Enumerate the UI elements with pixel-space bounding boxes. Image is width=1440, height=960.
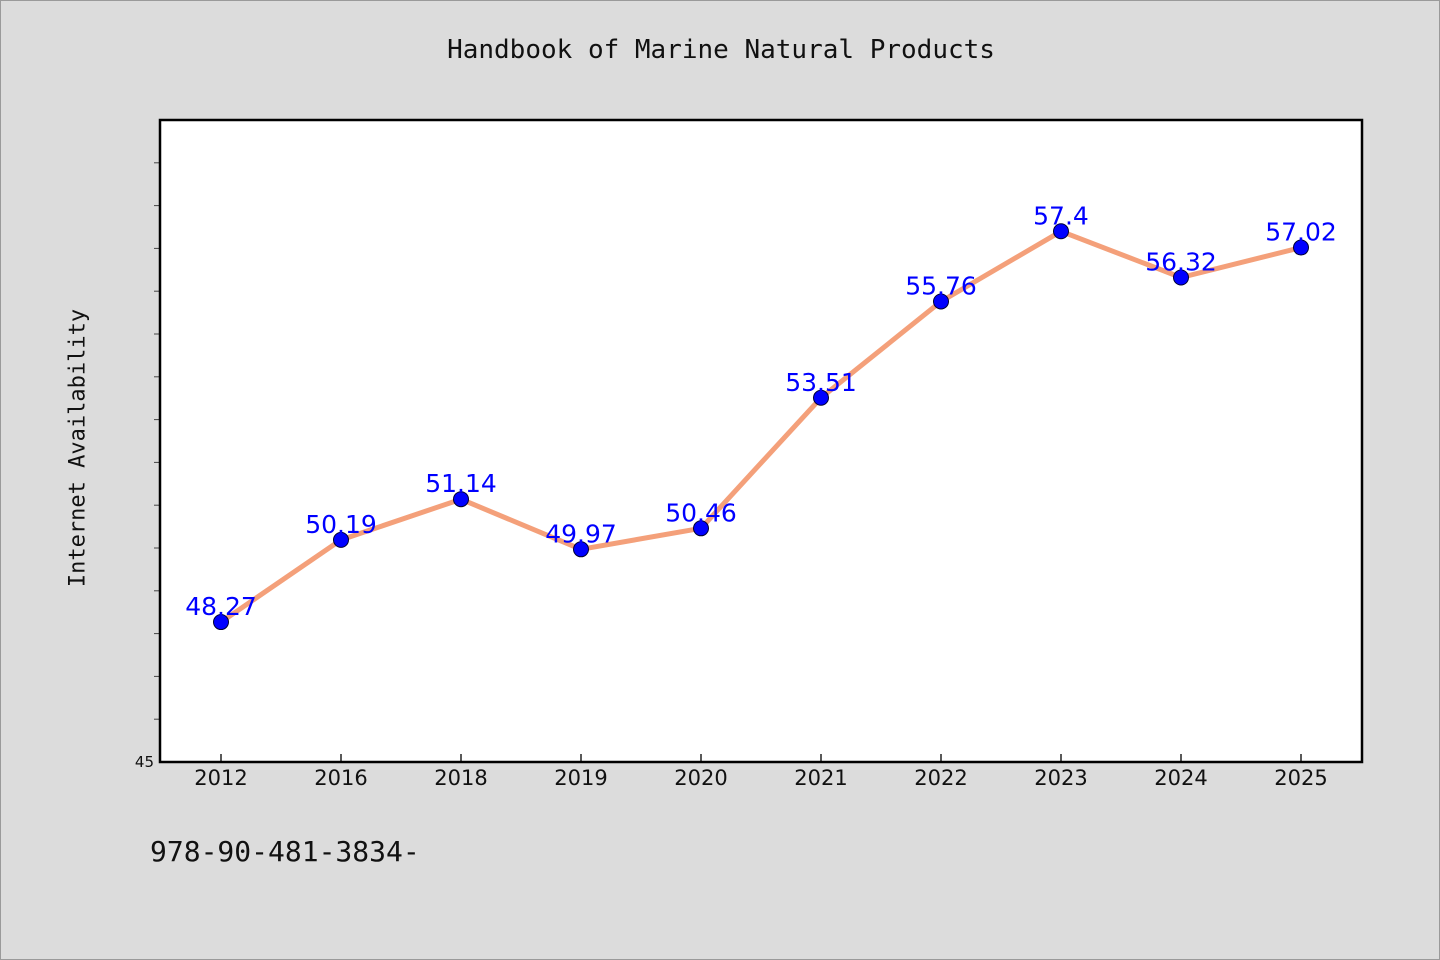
data-point — [573, 541, 589, 558]
plot-area — [160, 120, 1362, 762]
data-label: 50.46 — [665, 498, 737, 527]
chart-title: Handbook of Marine Natural Products — [447, 35, 995, 65]
data-point — [1293, 239, 1309, 256]
data-label: 56.32 — [1145, 248, 1217, 277]
x-tick-label: 2012 — [194, 766, 247, 790]
series-line — [218, 228, 1304, 625]
data-label: 49.97 — [545, 519, 617, 548]
x-tick-label: 2020 — [674, 766, 727, 790]
x-tick-label: 2023 — [1034, 766, 1087, 790]
x-tick-label: 2019 — [554, 766, 607, 790]
data-point — [213, 614, 229, 631]
data-label: 57.02 — [1265, 218, 1337, 247]
data-label: 53.51 — [785, 368, 857, 397]
data-label: 51.14 — [425, 469, 497, 498]
data-label: 50.19 — [305, 510, 377, 539]
x-tick-label: 2022 — [914, 766, 967, 790]
x-tick-label: 2018 — [434, 766, 487, 790]
plot-frame — [158, 118, 1364, 764]
y-tick-label: 45 — [135, 753, 154, 771]
data-point — [933, 293, 949, 310]
data-point — [1173, 269, 1189, 286]
footnote: 978-90-481-3834- — [150, 835, 420, 868]
data-label: 48.27 — [185, 592, 257, 621]
data-label: 55.76 — [905, 271, 977, 300]
data-point — [333, 531, 349, 548]
data-point — [693, 520, 709, 537]
data-point — [813, 389, 829, 406]
data-label: 57.4 — [1033, 201, 1089, 230]
x-tick-label: 2016 — [314, 766, 367, 790]
data-point — [1053, 223, 1069, 240]
x-tick-label: 2025 — [1274, 766, 1327, 790]
x-tick-label: 2021 — [794, 766, 847, 790]
x-tick-label: 2024 — [1154, 766, 1207, 790]
data-point — [453, 491, 469, 508]
